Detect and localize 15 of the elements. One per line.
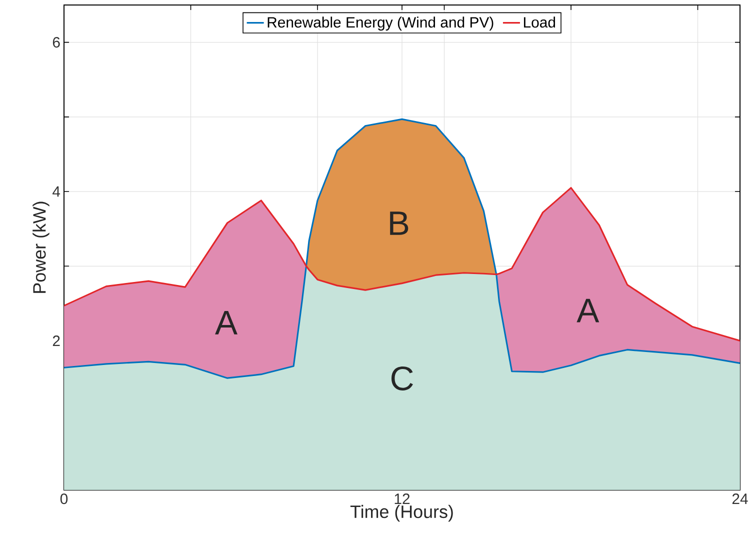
- annotation: C: [391, 366, 413, 390]
- x-axis-title: Time (Hours): [350, 504, 453, 522]
- x-tick-label: 12: [394, 494, 410, 504]
- y-axis-title: Power (kW): [32, 202, 50, 293]
- legend-label: Renewable Energy (Wind and PV): [268, 16, 494, 31]
- annotation: B: [390, 212, 408, 235]
- line-series: [64, 187, 740, 342]
- x-tick-label: 0: [60, 494, 68, 504]
- y-tick-label: 4: [52, 186, 60, 197]
- y-tick-label: 6: [52, 37, 60, 48]
- y-tick-label: 2: [52, 336, 60, 346]
- legend-label: Load: [524, 16, 556, 28]
- annotation: A: [215, 311, 238, 334]
- annotation: A: [576, 298, 600, 322]
- x-tick-label: 24: [732, 494, 748, 504]
